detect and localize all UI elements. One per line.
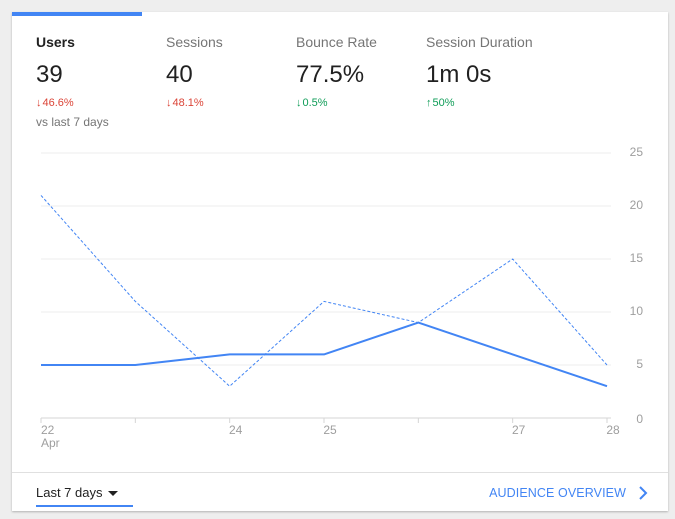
comparison-series-line [40,195,608,387]
users-overview-card: Users 39 ↓46.6% vs last 7 days Sessions … [12,12,668,511]
current-series-line [41,321,608,388]
metric-change-value: 0.5% [302,97,328,109]
x-tick-sublabel: Apr [41,436,60,450]
metric-name: Bounce Rate [296,34,377,50]
arrow-up-icon: ↑ [426,97,432,109]
x-tick-label: 24 [229,423,243,437]
audience-overview-link[interactable]: AUDIENCE OVERVIEW [489,483,648,503]
metric-tab-users[interactable]: Users 39 ↓46.6% vs last 7 days [36,33,166,129]
metric-value: 77.5% [296,61,365,88]
x-tick-label: 27 [512,423,526,437]
metric-name: Session Duration [426,34,533,50]
metric-change-value: 48.1% [172,97,204,109]
x-tick-label: 28 [606,423,620,437]
date-range-dropdown[interactable]: Last 7 days [36,484,133,507]
y-tick-label: 10 [630,304,644,318]
date-range-label: Last 7 days [36,485,103,500]
metric-value: 1m 0s [426,61,492,88]
metric-change-value: 50% [432,97,455,109]
arrow-down-icon: ↓ [36,97,42,109]
y-tick-label: 25 [630,145,644,159]
caret-down-icon [108,491,118,496]
metric-name: Users [36,34,75,50]
y-tick-label: 20 [630,198,644,212]
active-metric-indicator [12,12,142,16]
metric-tab-sessions[interactable]: Sessions 40 ↓48.1% [166,33,296,110]
y-tick-label: 5 [636,357,643,371]
audience-overview-label: AUDIENCE OVERVIEW [489,486,626,500]
metric-change-value: 46.6% [42,97,74,109]
x-tick-label: 22 [41,423,55,437]
x-tick-label: 25 [323,423,337,437]
arrow-down-icon: ↓ [296,97,302,109]
y-tick-label: 0 [636,412,643,426]
arrow-down-icon: ↓ [166,97,172,109]
y-tick-label: 15 [630,251,644,265]
metric-change: ↓0.5% [296,96,426,110]
metric-value: 40 [166,61,193,88]
metric-change: ↓48.1% [166,96,296,110]
metric-value: 39 [36,61,63,88]
metric-tab-session-duration[interactable]: Session Duration 1m 0s ↑50% [426,33,556,110]
card-footer: Last 7 days AUDIENCE OVERVIEW [12,472,668,512]
metric-change: ↓46.6% [36,96,166,110]
chevron-right-icon [639,486,648,500]
metric-tab-bounce-rate[interactable]: Bounce Rate 77.5% ↓0.5% [296,33,426,110]
metric-change: ↑50% [426,96,556,110]
comparison-label: vs last 7 days [36,115,109,129]
users-line-chart: 0 5 10 15 20 25 22 24 25 27 28 Apr [40,145,644,450]
metric-name: Sessions [166,34,223,50]
